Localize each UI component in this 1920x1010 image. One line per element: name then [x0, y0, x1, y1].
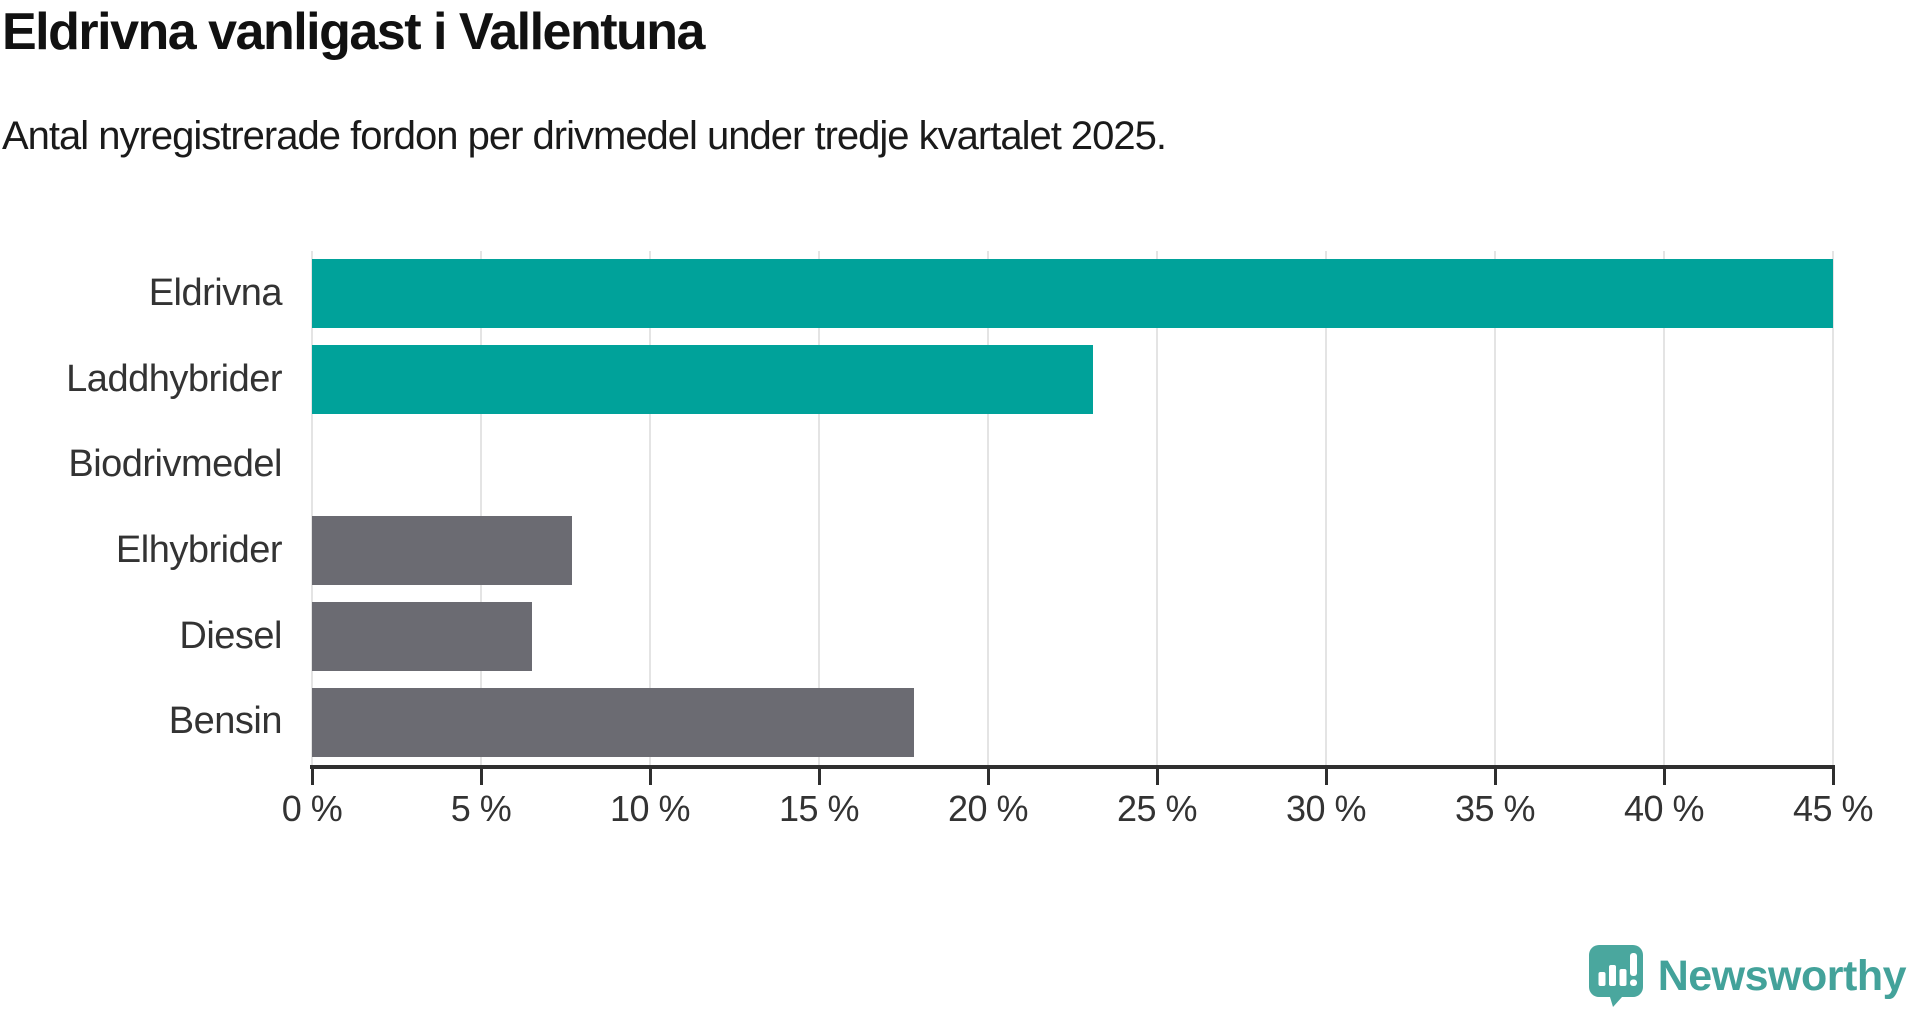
- plot-area: [311, 251, 1834, 765]
- bar-eldrivna: [312, 259, 1833, 329]
- category-label-eldrivna: Eldrivna: [148, 272, 283, 314]
- x-tick-label-0: 0 %: [281, 788, 343, 829]
- logo-exclamation-dot: [1629, 979, 1637, 986]
- newsworthy-logo-text: Newsworthy: [1657, 951, 1907, 1000]
- x-tick-40: [1662, 769, 1666, 785]
- gridline-20: [987, 251, 989, 765]
- x-tick-label-15: 15 %: [778, 788, 860, 829]
- x-tick-45: [1831, 769, 1835, 785]
- bar-laddhybrider: [312, 345, 1093, 414]
- x-tick-10: [648, 769, 652, 785]
- logo-bar-2: [1608, 965, 1616, 986]
- x-tick-35: [1493, 769, 1497, 785]
- x-axis-line: [310, 765, 1835, 769]
- bar-diesel: [312, 602, 532, 671]
- bar-elhybrider: [312, 516, 573, 586]
- y-axis-labels: Eldrivna Laddhybrider Biodrivmedel Elhybrid…: [0, 251, 282, 765]
- chart-title: Eldrivna vanligast i Vallentuna: [2, 3, 705, 61]
- x-tick-label-30: 30 %: [1285, 788, 1367, 829]
- logo-exclamation-bar: [1629, 953, 1637, 976]
- category-label-biodrivmedel: Biodrivmedel: [68, 443, 282, 486]
- gridline-30: [1325, 251, 1327, 765]
- logo-bar-1: [1598, 972, 1606, 986]
- bar-bensin: [312, 687, 914, 757]
- gridline-15: [818, 251, 820, 765]
- x-tick-20: [986, 769, 990, 785]
- x-tick-25: [1155, 769, 1159, 785]
- category-label-elhybrider: Elhybrider: [115, 529, 283, 571]
- category-label-diesel: Diesel: [179, 614, 282, 657]
- x-tick-0: [310, 769, 314, 785]
- x-tick-30: [1324, 769, 1328, 785]
- x-tick-label-40: 40 %: [1623, 788, 1705, 829]
- x-tick-label-35: 35 %: [1454, 788, 1536, 829]
- logo-bar-3: [1619, 969, 1627, 986]
- x-tick-5: [479, 769, 483, 785]
- gridline-10: [649, 251, 651, 765]
- gridline-0: [311, 251, 313, 765]
- gridline-40: [1663, 251, 1665, 765]
- x-tick-label-25: 25 %: [1116, 788, 1198, 829]
- gridline-35: [1494, 251, 1496, 765]
- newsworthy-logo: Newsworthy: [1588, 944, 1907, 1008]
- newsworthy-logo-icon: [1588, 945, 1643, 1007]
- gridline-45: [1832, 251, 1834, 765]
- category-label-bensin: Bensin: [168, 700, 283, 743]
- x-tick-15: [817, 769, 821, 785]
- x-tick-label-20: 20 %: [947, 788, 1029, 829]
- x-tick-label-45: 45 %: [1792, 788, 1874, 829]
- gridline-5: [480, 251, 482, 765]
- gridline-25: [1156, 251, 1158, 765]
- x-tick-label-5: 5 %: [450, 788, 512, 829]
- x-tick-label-10: 10 %: [609, 788, 691, 829]
- chart-subtitle: Antal nyregistrerade fordon per drivmede…: [2, 114, 1167, 158]
- category-label-laddhybrider: Laddhybrider: [66, 357, 282, 400]
